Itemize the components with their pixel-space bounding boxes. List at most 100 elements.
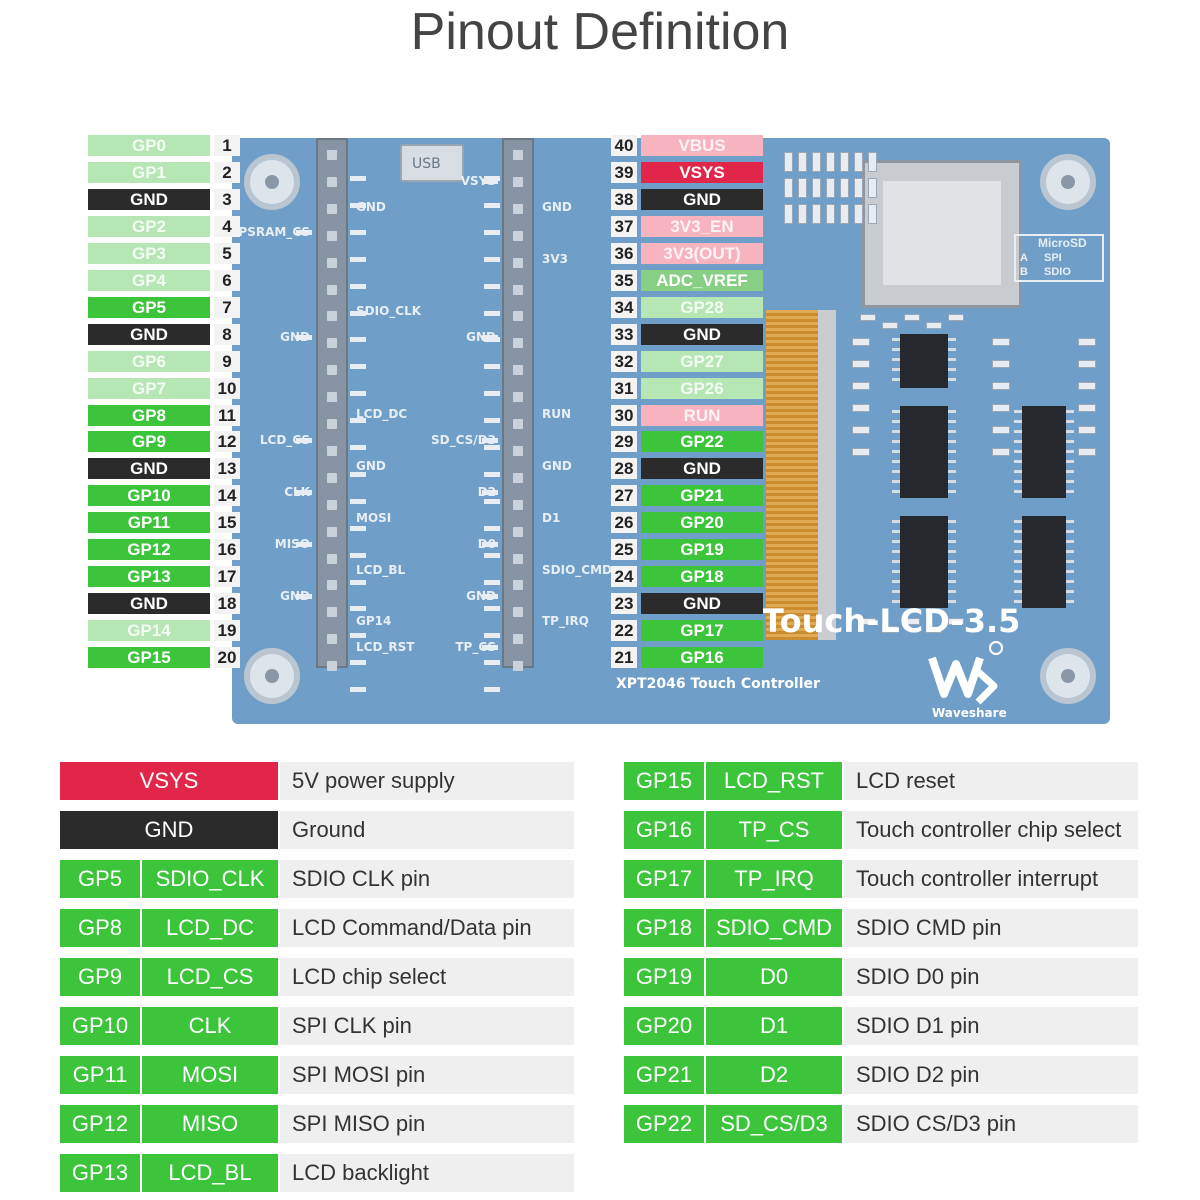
pin-description: SPI CLK pin bbox=[280, 1007, 574, 1045]
pin-number: 23 bbox=[611, 593, 637, 615]
pin-description: Ground bbox=[280, 811, 574, 849]
pin-number: 29 bbox=[611, 431, 637, 453]
ic-leg bbox=[948, 358, 956, 361]
ic-leg bbox=[1066, 530, 1074, 533]
smd-component bbox=[1078, 448, 1096, 456]
microsd-title: MicroSD bbox=[1038, 236, 1087, 250]
pin-description: LCD backlight bbox=[280, 1154, 574, 1192]
usb-label: USB bbox=[412, 156, 441, 172]
ic-leg bbox=[1066, 410, 1074, 413]
smd-component bbox=[812, 204, 821, 224]
ic-leg bbox=[948, 348, 956, 351]
pin-number: 37 bbox=[611, 215, 637, 237]
ic-leg bbox=[892, 490, 900, 493]
smd-component bbox=[826, 178, 835, 198]
pad-mark bbox=[296, 594, 312, 599]
pin-number: 24 bbox=[611, 566, 637, 588]
ic-leg bbox=[892, 600, 900, 603]
pin-name: GP17 bbox=[624, 860, 704, 898]
pin-function: CLK bbox=[142, 1007, 278, 1045]
header-pin bbox=[513, 472, 523, 483]
silk-label: TP_IRQ bbox=[542, 614, 589, 628]
ic-leg bbox=[1014, 550, 1022, 553]
smd-component bbox=[1078, 360, 1096, 368]
smd-component bbox=[854, 152, 863, 172]
pin-number: 11 bbox=[214, 404, 240, 426]
pin-description: Touch controller chip select bbox=[844, 811, 1138, 849]
pad-mark bbox=[350, 525, 366, 531]
silk-label: SD_CS/D3 bbox=[431, 433, 496, 447]
pin-name: GP21 bbox=[624, 1056, 704, 1094]
ic-leg bbox=[1014, 480, 1022, 483]
fpc-connector bbox=[766, 310, 836, 640]
header-pin bbox=[327, 499, 337, 510]
pin-function: SDIO_CLK bbox=[142, 860, 278, 898]
header-pin bbox=[327, 392, 337, 403]
pad-mark bbox=[482, 438, 498, 443]
pin-label: GP5 bbox=[88, 296, 210, 318]
silk-label: D1 bbox=[542, 511, 561, 525]
pad-mark bbox=[484, 176, 500, 181]
pad-mark bbox=[350, 229, 366, 235]
ic-leg bbox=[1014, 520, 1022, 523]
table-row: GP13 LCD_BL LCD backlight bbox=[60, 1154, 574, 1192]
smd-component bbox=[992, 382, 1010, 390]
header-pin bbox=[327, 311, 337, 322]
pin-function: LCD_CS bbox=[142, 958, 278, 996]
header-pin bbox=[513, 311, 523, 322]
header-pin bbox=[327, 445, 337, 456]
pad-mark bbox=[482, 179, 498, 184]
silk-label: LCD_CS bbox=[259, 433, 310, 447]
ic-leg bbox=[1066, 550, 1074, 553]
pad-mark bbox=[484, 445, 500, 450]
header-pin bbox=[327, 203, 337, 214]
pin-number: 3 bbox=[214, 188, 240, 210]
pin-name: GP12 bbox=[60, 1105, 140, 1143]
pin-description: LCD chip select bbox=[280, 958, 574, 996]
table-row: GP9 LCD_CS LCD chip select bbox=[60, 958, 574, 996]
silk-label: LCD_BL bbox=[356, 563, 406, 577]
pin-number: 38 bbox=[611, 188, 637, 210]
silk-label: MOSI bbox=[356, 511, 392, 525]
pin-number: 1 bbox=[214, 135, 240, 156]
pad-mark bbox=[296, 335, 312, 340]
microsd-slot bbox=[862, 160, 1022, 308]
table-row: VSYS 5V power supply bbox=[60, 762, 574, 800]
pad-mark bbox=[350, 418, 366, 424]
smd-component bbox=[868, 204, 877, 224]
pad-mark bbox=[484, 552, 500, 558]
pad-mark bbox=[482, 594, 498, 599]
smd-component bbox=[992, 360, 1010, 368]
ic-leg bbox=[1066, 570, 1074, 573]
ic-leg bbox=[892, 530, 900, 533]
pad-mark bbox=[350, 606, 366, 612]
ic-leg bbox=[948, 450, 956, 453]
ic-leg bbox=[948, 530, 956, 533]
header-pin bbox=[327, 230, 337, 241]
smd-component bbox=[798, 152, 807, 172]
pad-mark bbox=[296, 542, 312, 547]
pin-label: GP15 bbox=[88, 647, 210, 669]
pin-function: TP_IRQ bbox=[706, 860, 842, 898]
silk-label: RUN bbox=[542, 407, 572, 421]
pin-number: 31 bbox=[611, 377, 637, 399]
pin-function: LCD_BL bbox=[142, 1154, 278, 1192]
pin-description: SDIO D0 pin bbox=[844, 958, 1138, 996]
pin-number: 8 bbox=[214, 323, 240, 345]
pad-mark bbox=[296, 438, 312, 443]
pin-label: GND bbox=[88, 458, 210, 480]
ic-leg bbox=[1014, 470, 1022, 473]
silk-label: GND bbox=[280, 330, 310, 344]
pin-function: SD_CS/D3 bbox=[706, 1105, 842, 1143]
header-pin bbox=[513, 392, 523, 403]
mount-hole-top-left bbox=[244, 154, 300, 210]
pin-number: 18 bbox=[214, 593, 240, 615]
silk-label: 3V3 bbox=[542, 252, 568, 266]
silk-label: D0 bbox=[477, 537, 496, 551]
smd-component bbox=[784, 204, 793, 224]
table-row: GP10 CLK SPI CLK pin bbox=[60, 1007, 574, 1045]
pin-number: 33 bbox=[611, 323, 637, 345]
table-row: GND Ground bbox=[60, 811, 574, 849]
ic-chip bbox=[900, 334, 948, 388]
waveshare-logo-icon bbox=[928, 641, 1003, 705]
